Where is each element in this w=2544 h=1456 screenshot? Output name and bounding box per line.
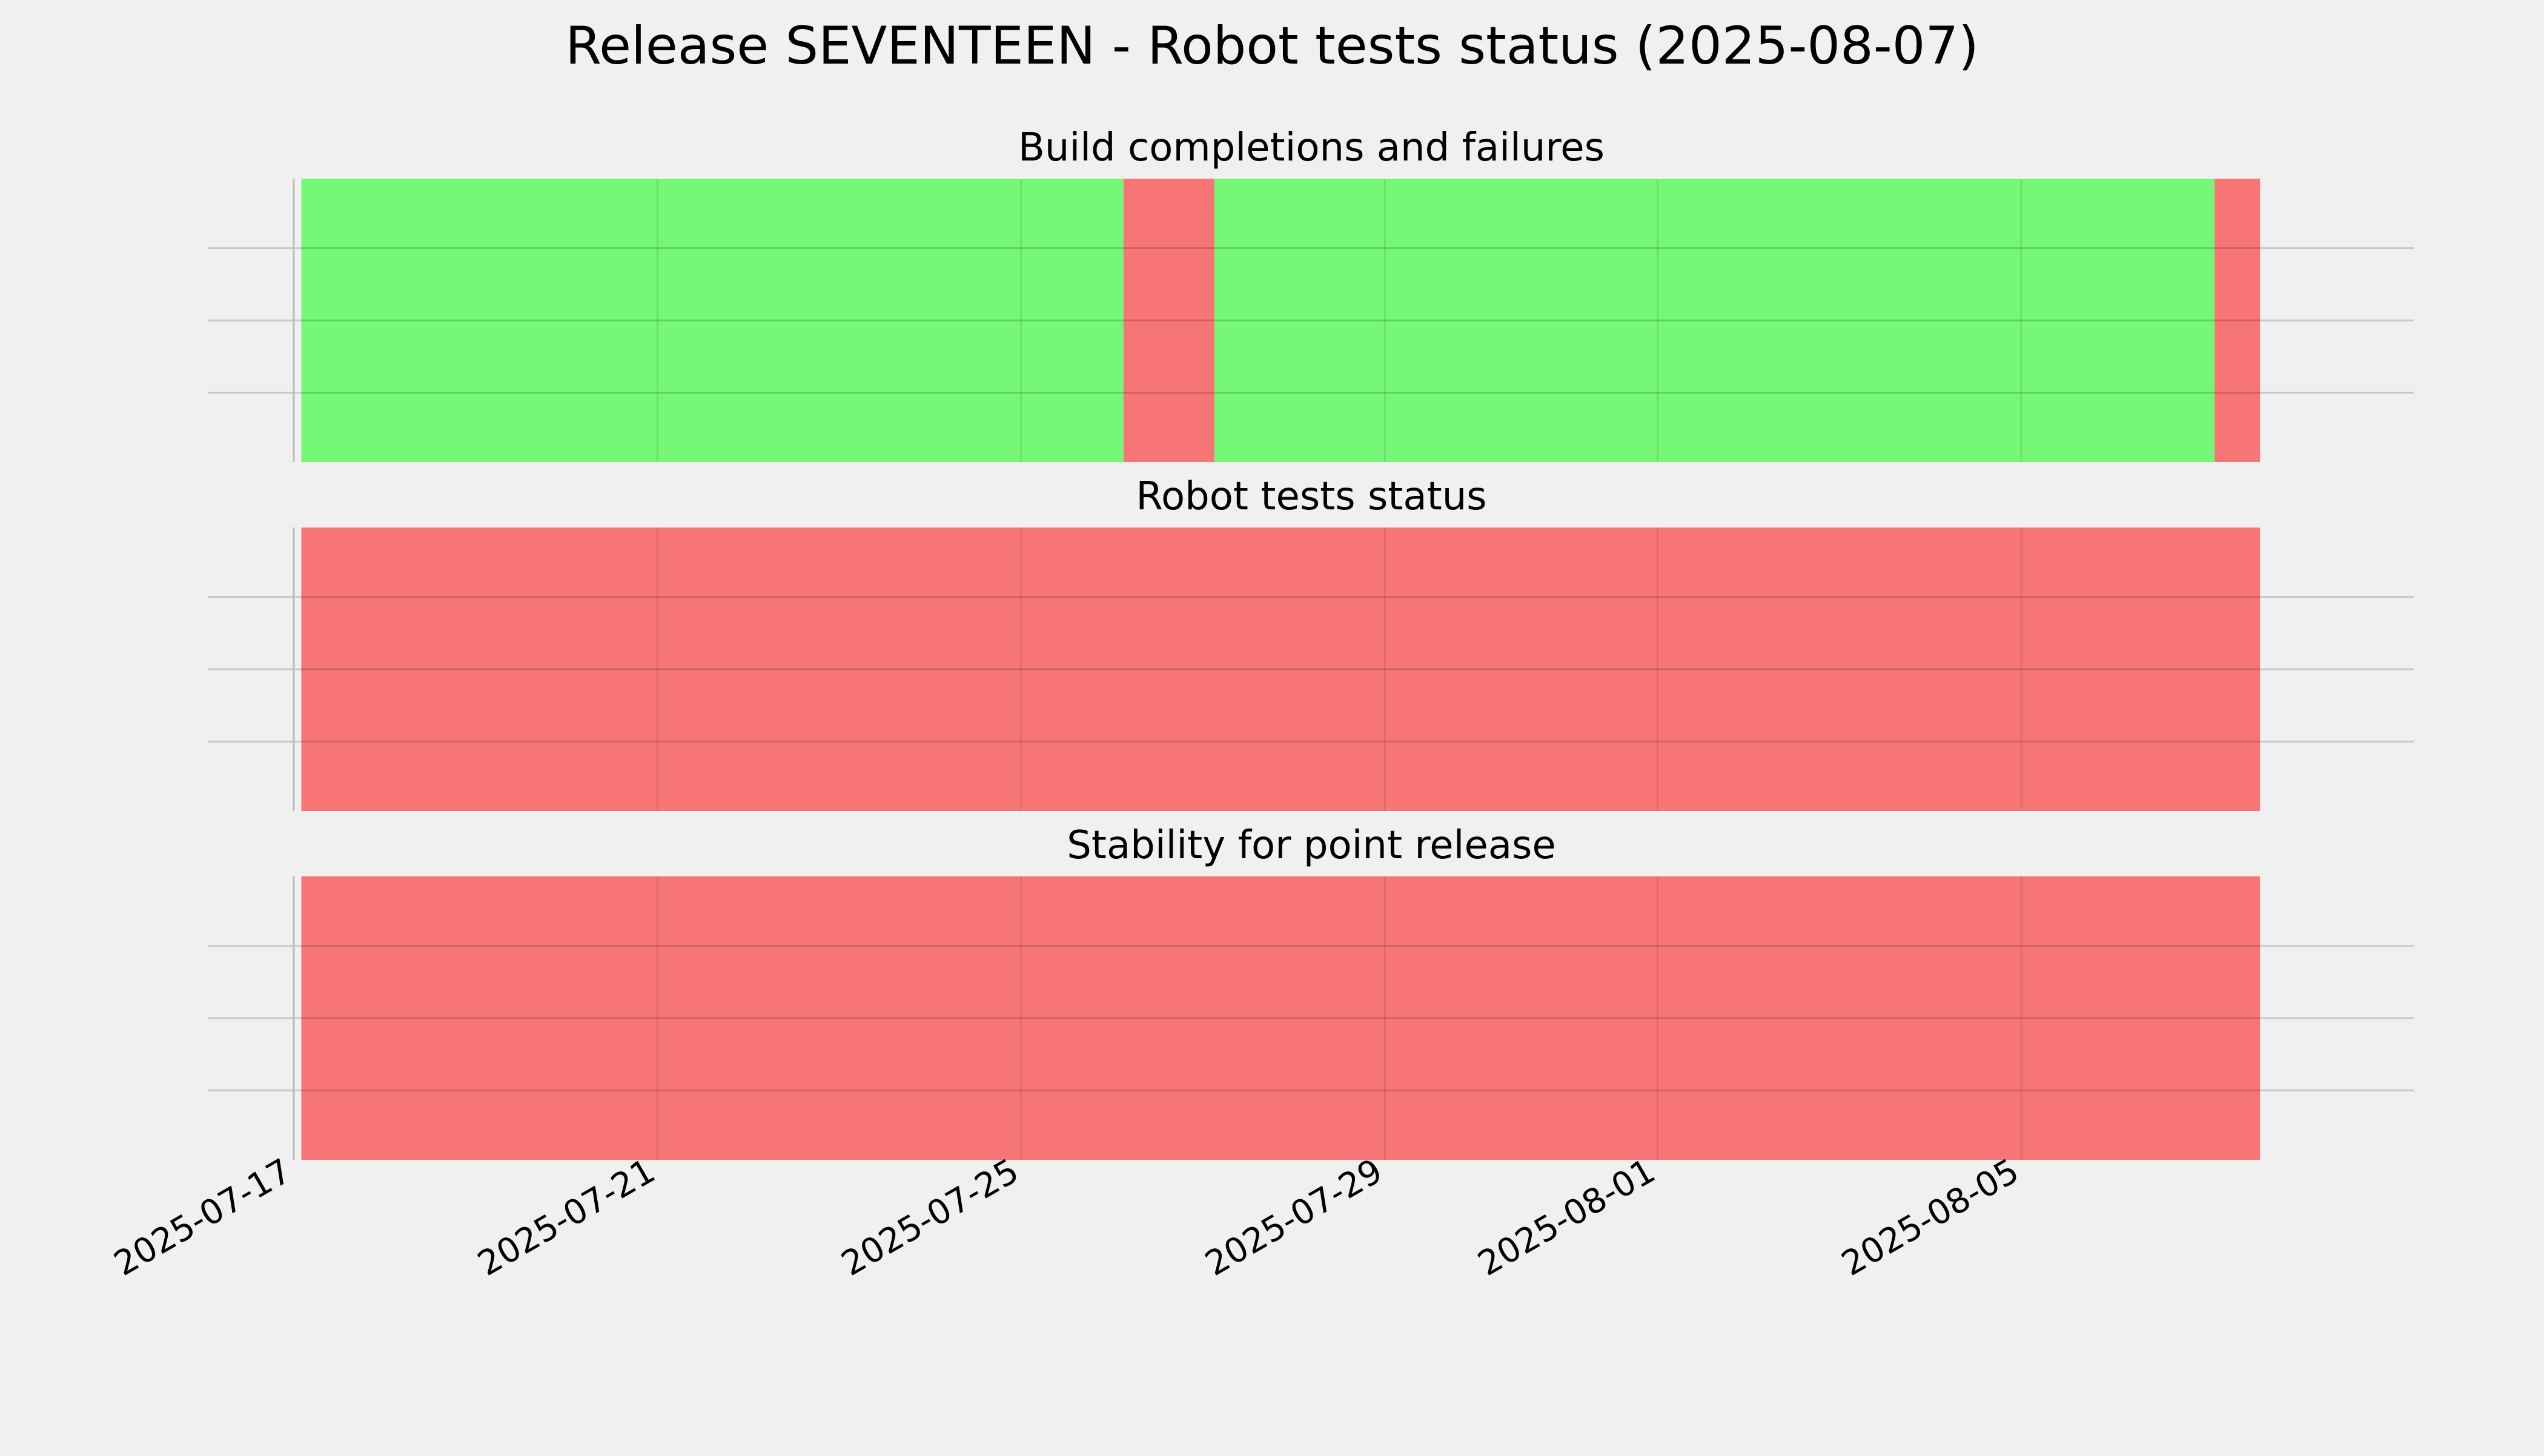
panel-3: Stability for point release	[208, 823, 2414, 1160]
panel-2: Robot tests status	[208, 474, 2414, 811]
panel-title: Robot tests status	[1136, 474, 1486, 519]
panels: Build completions and failures Robot test…	[208, 125, 2414, 1160]
panel-title: Stability for point release	[1067, 823, 1556, 868]
panel-title: Build completions and failures	[1018, 125, 1605, 170]
chart-title: Release SEVENTEEN - Robot tests status (…	[565, 16, 1979, 76]
status-bar-fail	[2214, 179, 2261, 462]
panel-1: Build completions and failures	[208, 125, 2414, 462]
status-bar-fail	[1123, 179, 1214, 462]
status-bar-pass	[1214, 179, 2215, 462]
status-bar-pass	[301, 179, 1124, 462]
status-bar-fail	[301, 876, 2261, 1160]
status-bar-fail	[301, 528, 2261, 811]
